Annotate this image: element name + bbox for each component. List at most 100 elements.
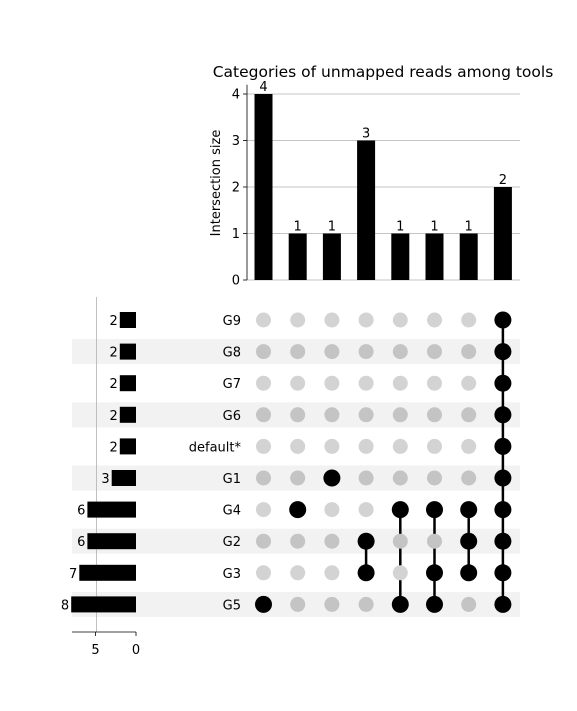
matrix-dot-active xyxy=(460,564,478,582)
set-size-bar xyxy=(119,438,136,455)
matrix-dot-inactive xyxy=(427,407,442,423)
matrix-dot-inactive xyxy=(256,502,271,518)
set-size-label: 8 xyxy=(61,598,69,613)
set-name-label: G9 xyxy=(223,314,241,329)
bar-value-label: 2 xyxy=(499,173,507,188)
matrix-dot-inactive xyxy=(256,375,271,391)
intersection-bar xyxy=(288,233,307,280)
set-size-bar xyxy=(119,312,136,328)
matrix-dot-inactive xyxy=(290,565,306,581)
set-size-tick-label: 5 xyxy=(91,643,99,658)
y-tick-label: 2 xyxy=(232,181,240,196)
matrix-dot-inactive xyxy=(256,344,271,360)
matrix-dot-inactive xyxy=(256,533,271,549)
set-size-bar xyxy=(119,375,136,392)
matrix-dot-active xyxy=(494,564,512,582)
set-size-label: 2 xyxy=(110,440,118,455)
matrix-dot-inactive xyxy=(324,407,340,423)
y-tick-label: 1 xyxy=(232,227,240,242)
matrix-dot-inactive xyxy=(324,438,340,454)
matrix-dot-inactive xyxy=(461,407,477,423)
matrix-dot-active xyxy=(494,343,512,361)
set-size-tick-label: 0 xyxy=(132,643,140,658)
matrix-dot-inactive xyxy=(427,533,442,549)
matrix-dot-inactive xyxy=(427,312,442,328)
y-axis-label: Intersection size xyxy=(209,130,224,237)
matrix-dot-inactive xyxy=(358,375,374,391)
matrix-dot-active xyxy=(391,501,409,519)
set-size-bar xyxy=(71,596,136,613)
intersection-bar xyxy=(459,233,478,280)
matrix-dot-inactive xyxy=(392,470,408,486)
matrix-dot-active xyxy=(255,595,272,613)
matrix-dot-active xyxy=(426,564,443,582)
set-size-label: 2 xyxy=(110,346,118,361)
matrix-dot-active xyxy=(494,469,512,487)
matrix-dot-inactive xyxy=(324,565,340,581)
matrix-dot-inactive xyxy=(256,312,271,328)
set-size-label: 2 xyxy=(110,314,118,329)
y-tick-label: 0 xyxy=(232,274,240,289)
matrix-dot-active xyxy=(426,501,443,519)
matrix-dot-active xyxy=(460,532,478,550)
matrix-dot-inactive xyxy=(392,533,408,549)
intersection-bar xyxy=(391,233,410,280)
bar-value-label: 1 xyxy=(294,220,302,235)
set-size-label: 6 xyxy=(77,535,85,550)
matrix-dot-inactive xyxy=(358,344,374,360)
set-size-label: 2 xyxy=(110,377,118,392)
set-size-bar xyxy=(87,501,136,518)
matrix-dot-inactive xyxy=(324,344,340,360)
matrix-dot-active xyxy=(494,406,512,424)
matrix-dot-inactive xyxy=(324,502,340,518)
matrix-dot-inactive xyxy=(324,533,340,549)
matrix-dot-inactive xyxy=(290,438,306,454)
matrix-dot-inactive xyxy=(358,312,374,328)
matrix-dot-active xyxy=(494,437,512,455)
intersection-bar xyxy=(493,187,512,280)
set-name-label: G8 xyxy=(223,346,241,361)
set-size-label: 6 xyxy=(77,504,85,519)
matrix-dot-inactive xyxy=(256,470,271,486)
matrix-dot-inactive xyxy=(290,312,306,328)
bar-value-label: 1 xyxy=(430,220,438,235)
matrix-dot-inactive xyxy=(290,533,306,549)
set-size-bar xyxy=(79,564,136,581)
matrix-dot-active xyxy=(289,501,307,519)
intersection-bar xyxy=(357,140,376,280)
matrix-dot-inactive xyxy=(392,312,408,328)
set-name-label: G5 xyxy=(223,598,241,613)
set-name-label: G7 xyxy=(223,377,241,392)
bar-value-label: 1 xyxy=(396,220,404,235)
set-size-bar xyxy=(87,533,136,550)
matrix-dot-inactive xyxy=(324,312,340,328)
set-name-label: G3 xyxy=(223,567,241,582)
set-size-bar xyxy=(111,470,136,486)
set-name-label: G2 xyxy=(223,535,241,550)
matrix-dot-inactive xyxy=(461,344,477,360)
set-size-bar xyxy=(119,406,136,423)
matrix-dot-inactive xyxy=(461,470,477,486)
matrix-dot-active xyxy=(494,374,512,392)
matrix-dot-inactive xyxy=(358,470,374,486)
matrix-dot-inactive xyxy=(290,375,306,391)
matrix-dot-inactive xyxy=(324,596,340,612)
matrix-dot-inactive xyxy=(461,596,477,612)
matrix-dot-inactive xyxy=(461,312,477,328)
y-tick-label: 4 xyxy=(232,88,240,103)
bar-value-label: 3 xyxy=(362,127,370,142)
bar-value-label: 1 xyxy=(465,220,473,235)
intersection-bar xyxy=(322,233,341,280)
matrix-dot-inactive xyxy=(427,375,442,391)
matrix-dot-inactive xyxy=(427,470,442,486)
bar-value-label: 1 xyxy=(328,220,336,235)
matrix-dot-inactive xyxy=(358,502,374,518)
matrix-dot-active xyxy=(494,311,512,329)
matrix-dot-active xyxy=(460,501,478,519)
matrix-dot-inactive xyxy=(256,407,271,423)
matrix-dot-inactive xyxy=(392,407,408,423)
matrix-dot-active xyxy=(494,532,512,550)
matrix-dot-inactive xyxy=(392,438,408,454)
matrix-dot-inactive xyxy=(290,470,306,486)
